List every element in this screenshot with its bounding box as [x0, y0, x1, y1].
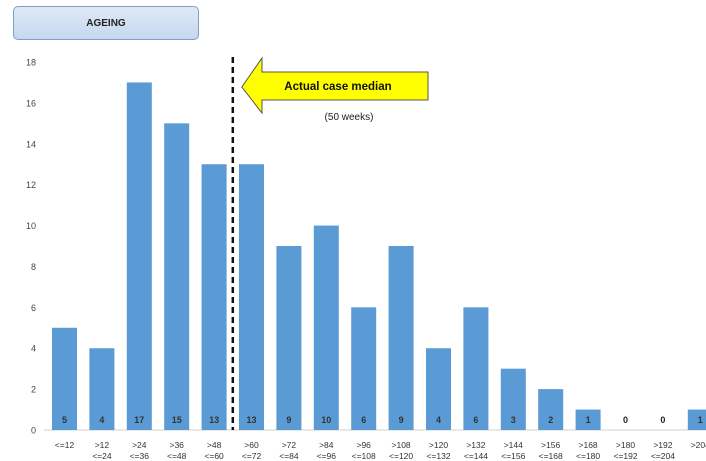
- y-tick-label: 18: [26, 58, 36, 68]
- x-tick-label: >180: [616, 440, 635, 450]
- data-label: 13: [209, 415, 219, 425]
- data-label: 0: [660, 415, 665, 425]
- x-tick-label: <=36: [130, 451, 150, 461]
- y-tick-label: 4: [31, 344, 36, 354]
- bar: [538, 389, 564, 430]
- x-tick-label: <=12: [55, 440, 75, 450]
- x-tick-label: <=132: [426, 451, 450, 461]
- x-tick-label: <=24: [92, 451, 112, 461]
- bar: [687, 409, 706, 430]
- median-sublabel: (50 weeks): [325, 112, 374, 123]
- bar: [89, 348, 115, 430]
- x-tick-label: >168: [579, 440, 598, 450]
- bar: [575, 409, 601, 430]
- x-tick-label: >84: [319, 440, 334, 450]
- data-label: 6: [473, 415, 478, 425]
- data-label: 4: [436, 415, 441, 425]
- y-tick-label: 6: [31, 303, 36, 313]
- y-tick-label: 16: [26, 98, 36, 108]
- x-tick-label: >192: [653, 440, 672, 450]
- median-arrow: [241, 56, 429, 115]
- data-label: 13: [246, 415, 256, 425]
- y-tick-label: 0: [31, 426, 36, 436]
- data-label: 1: [698, 415, 703, 425]
- bar: [500, 368, 526, 430]
- y-tick-label: 10: [26, 221, 36, 231]
- x-tick-label: <=204: [651, 451, 675, 461]
- data-label: 0: [623, 415, 628, 425]
- y-tick-label: 14: [26, 139, 36, 149]
- data-label: 6: [361, 415, 366, 425]
- x-tick-label: >36: [169, 440, 184, 450]
- bar: [388, 246, 414, 430]
- x-tick-label: <=72: [242, 451, 262, 461]
- x-tick-label: <=180: [576, 451, 600, 461]
- x-tick-label: >120: [429, 440, 448, 450]
- data-label: 1: [586, 415, 591, 425]
- data-label: 2: [548, 415, 553, 425]
- y-tick-label: 8: [31, 262, 36, 272]
- data-label: 4: [99, 415, 104, 425]
- bar: [276, 246, 302, 430]
- x-tick-label: <=192: [613, 451, 637, 461]
- x-tick-label: <=96: [317, 451, 337, 461]
- bar: [126, 82, 152, 430]
- x-tick-label: >48: [207, 440, 222, 450]
- x-tick-label: >204: [691, 440, 706, 450]
- x-tick-label: >156: [541, 440, 560, 450]
- median-label: Actual case median: [284, 81, 391, 93]
- data-label: 5: [62, 415, 67, 425]
- x-tick-label: >108: [392, 440, 411, 450]
- x-tick-label: >60: [244, 440, 259, 450]
- x-tick-label: >144: [504, 440, 523, 450]
- bar: [426, 348, 451, 430]
- y-tick-label: 2: [31, 385, 36, 395]
- bar: [463, 307, 489, 430]
- x-tick-label: <=144: [464, 451, 488, 461]
- x-tick-label: >72: [282, 440, 297, 450]
- x-tick-label: >24: [132, 440, 147, 450]
- bar: [164, 123, 190, 430]
- data-label: 15: [172, 415, 182, 425]
- data-label: 9: [286, 415, 291, 425]
- x-tick-label: >132: [466, 440, 485, 450]
- data-label: 9: [399, 415, 404, 425]
- x-tick-label: <=120: [389, 451, 413, 461]
- y-tick-label: 12: [26, 180, 36, 190]
- x-tick-label: <=84: [279, 451, 299, 461]
- data-label: 17: [134, 415, 144, 425]
- x-tick-label: <=156: [501, 451, 525, 461]
- bar: [351, 307, 377, 430]
- x-tick-label: <=168: [539, 451, 563, 461]
- bar: [239, 164, 264, 430]
- x-tick-label: <=108: [352, 451, 376, 461]
- chart-title: AGEING: [13, 6, 199, 40]
- bar: [313, 225, 339, 430]
- data-label: 3: [511, 415, 516, 425]
- x-tick-label: >12: [95, 440, 110, 450]
- x-tick-label: >96: [356, 440, 371, 450]
- data-label: 10: [321, 415, 331, 425]
- bar: [52, 327, 77, 430]
- x-tick-label: <=60: [204, 451, 224, 461]
- bar: [201, 164, 227, 430]
- x-tick-label: <=48: [167, 451, 187, 461]
